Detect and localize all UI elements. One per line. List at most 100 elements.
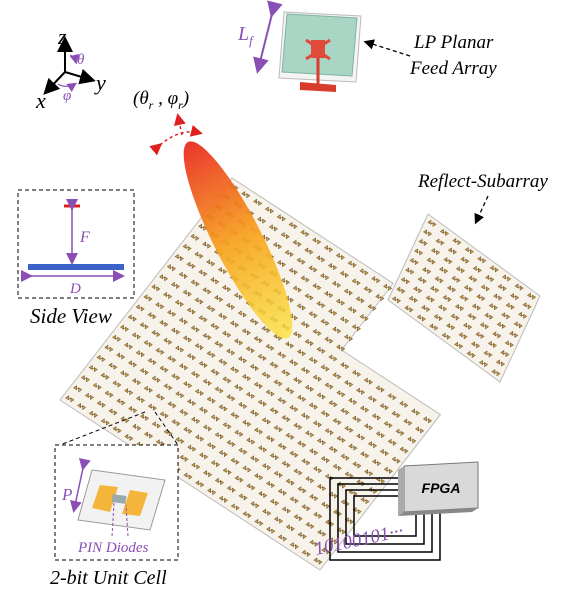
- unit-cell-mark: [132, 378, 142, 386]
- unit-cell-mark: [477, 256, 487, 264]
- unit-cell-mark: [426, 257, 436, 265]
- unit-cell-mark: [183, 381, 193, 389]
- unit-cell-mark: [484, 312, 494, 320]
- unit-cell-mark: [230, 366, 240, 374]
- unit-cell-mark: [317, 529, 327, 537]
- unit-cell-mark: [472, 265, 482, 273]
- unit-cell-mark: [328, 354, 338, 362]
- unit-cell-mark: [131, 332, 141, 340]
- unit-cell-mark: [159, 274, 169, 282]
- unit-cell-mark: [281, 369, 291, 377]
- unit-cell-mark: [304, 338, 314, 347]
- unit-cell-mark: [454, 341, 464, 349]
- unit-cell-mark: [416, 314, 426, 322]
- unit-cell-mark: [230, 457, 240, 465]
- unit-cell-mark: [234, 429, 244, 437]
- beam-direction: [173, 113, 186, 136]
- unit-cell-mark: [336, 390, 346, 398]
- unit-cell-mark: [344, 425, 354, 433]
- unit-cell-mark: [202, 332, 212, 341]
- unit-cell-mark: [413, 286, 423, 294]
- unit-cell-mark: [285, 341, 295, 349]
- unit-cell-mark: [88, 364, 98, 373]
- unit-cell-mark: [218, 312, 228, 320]
- unit-cell-mark: [190, 370, 200, 379]
- unit-cell-mark: [285, 524, 295, 532]
- unit-cell-mark: [238, 493, 248, 501]
- unit-cell-mark: [147, 403, 157, 411]
- unit-cell-mark: [471, 303, 481, 311]
- unit-cell-mark: [175, 436, 185, 445]
- unit-cell-mark: [301, 412, 311, 420]
- unit-cell-mark: [273, 333, 283, 341]
- unit-cell-mark: [297, 440, 307, 448]
- unit-cell-mark: [191, 416, 201, 424]
- unit-cell-mark: [293, 514, 303, 522]
- beam-label: (θr , φr): [133, 88, 189, 112]
- unit-cell-mark: [501, 312, 511, 320]
- unit-cell-mark: [210, 414, 220, 422]
- unit-cell-mark: [483, 350, 493, 358]
- unit-cell-mark: [167, 309, 177, 317]
- unit-cell-mark: [207, 487, 217, 496]
- unit-cell-mark: [222, 422, 232, 430]
- unit-cell-mark: [293, 468, 303, 476]
- unit-cell-mark: [104, 390, 114, 398]
- unit-cell-mark: [403, 418, 413, 426]
- unit-cell-mark: [320, 364, 330, 372]
- unit-cell-mark: [194, 388, 204, 396]
- unit-cell-mark: [281, 506, 291, 514]
- unit-cell-mark: [296, 303, 306, 311]
- unit-cell-mark: [210, 460, 220, 468]
- unit-cell-mark: [226, 394, 236, 402]
- unit-cell-mark: [277, 397, 287, 405]
- unit-cell-mark: [395, 428, 405, 436]
- unit-cell-mark: [238, 356, 248, 364]
- unit-cell-mark: [316, 438, 326, 446]
- unit-cell-mark: [249, 318, 259, 326]
- subarray-label: Reflect-Subarray: [417, 171, 548, 192]
- unit-cell-mark: [383, 420, 393, 429]
- unit-cell-mark: [429, 323, 439, 331]
- unit-cell-mark: [292, 331, 302, 339]
- unit-cell-mark: [479, 359, 489, 368]
- unit-cell-mark: [265, 343, 275, 351]
- unit-cell-mark: [505, 302, 515, 310]
- unit-cell-mark: [124, 433, 134, 442]
- unit-cell-mark: [264, 206, 274, 214]
- unit-cell-mark: [132, 423, 142, 431]
- unit-cell-mark: [281, 460, 291, 468]
- unit-cell-mark: [210, 322, 220, 331]
- unit-cell-mark: [304, 293, 314, 301]
- unit-cell-mark: [143, 340, 153, 348]
- unit-cell-mark: [171, 419, 181, 427]
- unit-cell-mark: [324, 382, 334, 390]
- unit-cell-mark: [364, 423, 374, 431]
- unit-cell-mark: [336, 435, 346, 443]
- unit-cell-mark: [297, 531, 307, 540]
- unit-cell-mark: [510, 293, 520, 301]
- unit-cell-mark: [194, 251, 204, 259]
- unit-cell-mark: [151, 329, 161, 338]
- unit-cell-mark: [186, 353, 196, 361]
- unit-cell-mark: [308, 311, 318, 319]
- unit-cell-mark: [250, 501, 260, 509]
- unit-cell-mark: [450, 313, 460, 321]
- unit-cell-mark: [344, 517, 354, 525]
- diodes-label: PIN Diodes: [77, 540, 149, 556]
- unit-cell-mark: [304, 384, 314, 392]
- unit-cell-mark: [266, 526, 276, 534]
- unit-cell-mark: [316, 300, 326, 309]
- unit-cell-mark: [321, 547, 331, 555]
- unit-cell-mark: [96, 400, 106, 408]
- unit-cell-mark: [147, 357, 157, 366]
- unit-cell-mark: [241, 191, 251, 199]
- unit-cell-mark: [226, 302, 236, 310]
- unit-cell-mark: [405, 267, 415, 275]
- unit-cell-mark: [391, 296, 401, 304]
- unit-cell-mark: [300, 366, 310, 375]
- unit-cell-mark: [241, 328, 251, 336]
- unit-cell-mark: [284, 295, 294, 303]
- unit-cell-mark: [199, 452, 209, 460]
